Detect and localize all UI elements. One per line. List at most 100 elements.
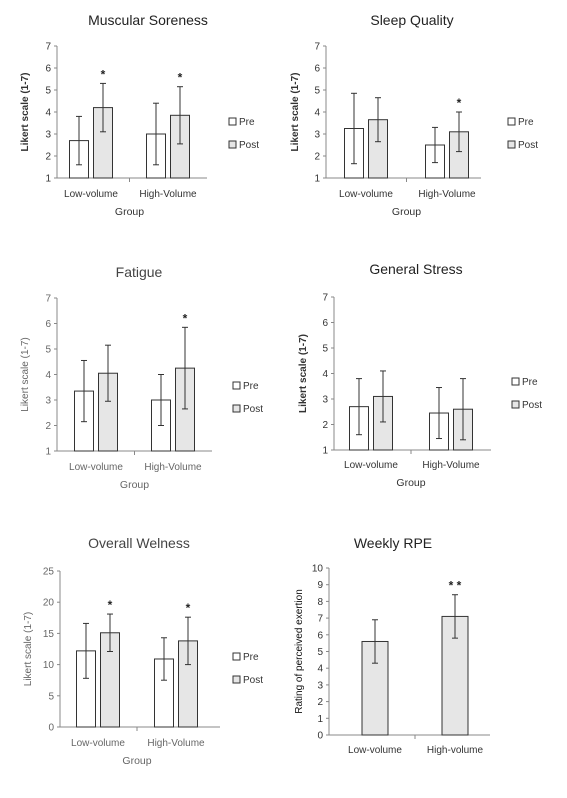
chart-title: Weekly RPE — [354, 535, 432, 551]
y-tick-label: 1 — [317, 714, 323, 725]
chart-panel-4: General Stress 1 2 3 4 5 6 7 Low-volume High-Volu… — [298, 261, 542, 489]
y-tick-label: 2 — [314, 152, 320, 163]
legend-swatch-post — [511, 400, 520, 409]
y-tick-label: 1 — [45, 447, 51, 458]
x-axis-label: Group — [122, 755, 151, 767]
x-category-label: Low-volume — [64, 189, 118, 200]
y-tick-label: 7 — [314, 42, 320, 53]
legend-label-pre: Pre — [522, 377, 538, 388]
legend-swatch-post — [228, 140, 237, 149]
x-category-label: Low-volume — [344, 460, 398, 471]
y-tick-label: 2 — [45, 421, 51, 432]
x-axis-label: Group — [392, 206, 421, 218]
x-category-label: Low-volume — [69, 462, 123, 473]
y-axis-label: Likert scale (1-7) — [20, 337, 31, 411]
y-axis-label: Likert scale (1-7) — [23, 612, 34, 686]
y-tick-label: 4 — [317, 664, 323, 675]
x-category-label: High-Volume — [422, 460, 480, 471]
legend-label-post: Post — [522, 400, 542, 411]
x-axis-label: Group — [396, 477, 425, 489]
chart-title: Sleep Quality — [370, 12, 453, 28]
chart-title: Fatigue — [116, 264, 163, 280]
y-tick-label: 3 — [45, 396, 51, 407]
legend-swatch-pre — [511, 377, 520, 386]
x-category-label: High-volume — [427, 745, 484, 756]
y-tick-label: 6 — [314, 64, 320, 75]
y-tick-label: 4 — [45, 108, 51, 119]
y-tick-label: 7 — [45, 42, 51, 53]
chart-panel-3: Fatigue 1 2 3 4 5 6 7 Low-volume High-Volume * Grou… — [20, 264, 263, 491]
y-tick-label: 4 — [45, 370, 51, 381]
y-tick-label: 5 — [317, 647, 323, 658]
y-tick-label: 5 — [322, 344, 328, 355]
y-tick-label: 1 — [314, 174, 320, 185]
y-tick-label: 3 — [45, 130, 51, 141]
y-tick-label: 4 — [314, 108, 320, 119]
x-category-label: High-Volume — [147, 738, 205, 749]
significance-marker: * — [183, 311, 188, 325]
y-tick-label: 7 — [322, 293, 328, 304]
y-tick-label: 15 — [43, 629, 55, 640]
y-tick-label: 0 — [48, 723, 54, 734]
chart-panel-5: Overall Welness 0 5 10 15 20 25 Low-volume High-… — [23, 535, 263, 767]
x-axis-label: Group — [120, 479, 149, 491]
x-category-label: Low-volume — [339, 189, 393, 200]
legend-label-pre: Pre — [518, 117, 534, 128]
y-tick-label: 2 — [317, 697, 323, 708]
significance-marker: * — [457, 96, 462, 110]
legend-swatch-pre — [232, 652, 241, 661]
y-tick-label: 10 — [43, 660, 55, 671]
x-category-label: High-Volume — [139, 189, 197, 200]
x-axis-label: Group — [115, 206, 144, 218]
y-tick-label: 20 — [43, 598, 55, 609]
y-tick-label: 6 — [317, 630, 323, 641]
y-tick-label: 5 — [48, 691, 54, 702]
x-category-label: High-Volume — [418, 189, 476, 200]
y-tick-label: 5 — [45, 345, 51, 356]
chart-title: Muscular Soreness — [88, 12, 208, 28]
y-tick-label: 5 — [314, 86, 320, 97]
legend-label-post: Post — [243, 404, 263, 415]
chart-panel-6: Weekly RPE 0 1 2 3 4 5 6 7 8 9 10 Low-volume High-vol… — [294, 535, 490, 756]
y-tick-label: 3 — [322, 395, 328, 406]
legend-label-pre: Pre — [239, 117, 255, 128]
x-category-label: Low-volume — [348, 745, 402, 756]
legend-swatch-post — [232, 675, 241, 684]
y-tick-label: 7 — [317, 614, 323, 625]
legend-swatch-post — [232, 404, 241, 413]
y-tick-label: 25 — [43, 567, 55, 578]
y-tick-label: 3 — [317, 680, 323, 691]
x-category-label: Low-volume — [71, 738, 125, 749]
legend-label-post: Post — [243, 675, 263, 686]
y-axis-label: Likert scale (1-7) — [290, 73, 301, 152]
y-tick-label: 1 — [322, 446, 328, 457]
y-axis-label: Rating of perceived exertion — [294, 589, 305, 714]
y-tick-label: 2 — [322, 420, 328, 431]
legend-swatch-post — [507, 140, 516, 149]
y-tick-label: 2 — [45, 152, 51, 163]
y-tick-label: 6 — [45, 64, 51, 75]
legend-label-post: Post — [518, 140, 538, 151]
legend-label-post: Post — [239, 140, 259, 151]
legend-label-pre: Pre — [243, 652, 259, 663]
legend-label-pre: Pre — [243, 381, 259, 392]
y-tick-label: 7 — [45, 294, 51, 305]
y-tick-label: 6 — [45, 319, 51, 330]
chart-title: General Stress — [369, 261, 462, 277]
chart-panel-1: Muscular Soreness 1 2 3 4 5 6 7 Low-volume High-V… — [20, 12, 259, 218]
legend-swatch-pre — [232, 381, 241, 390]
y-tick-label: 0 — [317, 731, 323, 742]
y-tick-label: 6 — [322, 318, 328, 329]
y-tick-label: 3 — [314, 130, 320, 141]
legend-swatch-pre — [228, 117, 237, 126]
y-tick-label: 1 — [45, 174, 51, 185]
significance-marker: * * — [449, 579, 462, 593]
x-category-label: High-Volume — [144, 462, 202, 473]
y-tick-label: 8 — [317, 597, 323, 608]
y-tick-label: 9 — [317, 580, 323, 591]
legend-swatch-pre — [507, 117, 516, 126]
chart-panel-2: Sleep Quality 1 2 3 4 5 6 7 Low-volume High-Volum… — [290, 12, 538, 218]
y-tick-label: 5 — [45, 86, 51, 97]
significance-marker: * — [101, 67, 106, 81]
